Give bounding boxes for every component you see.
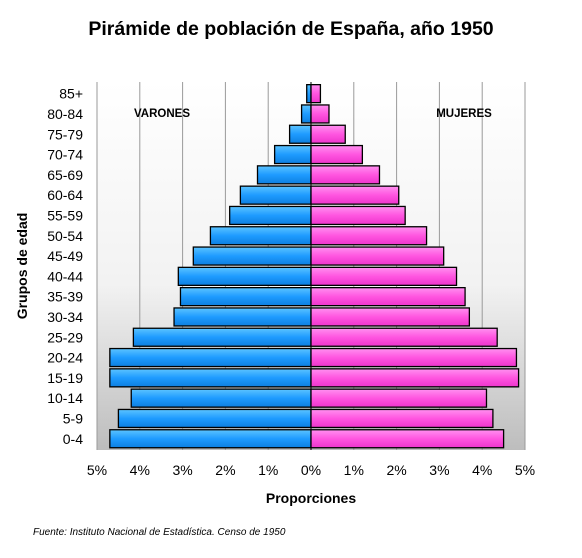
x-tick-labels: 5% 4% 3% 2% 1% 0% 1% 2% 3% 4% 5%: [87, 462, 535, 478]
y-tick-label: 65-69: [47, 167, 83, 183]
legend-label-mujeres: MUJERES: [436, 108, 492, 120]
x-tick-label: 1%: [344, 462, 364, 478]
bar-male-65-69: [256, 165, 312, 185]
bar-male-50-54: [209, 226, 312, 246]
legend-label-varones: VARONES: [134, 108, 190, 120]
y-tick-label: 25-29: [47, 329, 83, 345]
bar-female-70-74: [310, 144, 364, 165]
bar-female-40-44: [310, 266, 458, 287]
bar-female-20-24: [310, 347, 518, 368]
x-tick-label: 2%: [386, 462, 406, 478]
y-tick-label: 85+: [59, 86, 83, 102]
bar-male-20-24: [109, 347, 312, 368]
bar-male-30-34: [173, 307, 312, 327]
x-tick-label: 3%: [429, 462, 449, 478]
x-axis-label: Proporciones: [266, 490, 356, 506]
bar-female-15-19: [310, 368, 520, 388]
bar-male-60-64: [239, 185, 312, 205]
bar-male-5-9: [117, 408, 312, 429]
y-tick-label: 20-24: [47, 350, 83, 366]
bar-male-0-4: [109, 429, 312, 449]
bar-male-45-49: [192, 246, 312, 266]
bar-female-75-79: [310, 124, 346, 144]
bar-female-55-59: [310, 205, 406, 226]
bar-female-25-29: [310, 327, 498, 347]
y-tick-label: 80-84: [47, 106, 83, 122]
bar-female-5-9: [310, 408, 494, 429]
y-tick-labels: 0-4 5-9 10-14 15-19 20-24 25-29 30-34 35-39 40-4…: [47, 86, 83, 447]
x-tick-label: 3%: [172, 462, 192, 478]
bar-female-45-49: [310, 246, 445, 266]
y-tick-label: 70-74: [47, 147, 83, 163]
y-tick-label: 0-4: [63, 431, 83, 447]
x-tick-label: 5%: [87, 462, 107, 478]
y-tick-label: 30-34: [47, 309, 83, 325]
bar-female-85+: [310, 84, 322, 104]
x-tick-label: 4%: [472, 462, 492, 478]
bar-female-0-4: [310, 429, 505, 449]
bar-male-70-74: [273, 144, 312, 165]
bar-female-65-69: [310, 165, 381, 185]
bar-male-10-14: [130, 388, 312, 408]
y-tick-label: 55-59: [47, 207, 83, 223]
x-tick-label: 2%: [215, 462, 235, 478]
source-note: Fuente: Instituto Nacional de Estadístic…: [33, 527, 286, 538]
bar-female-60-64: [310, 185, 400, 205]
bar-male-35-39: [179, 286, 312, 307]
y-tick-label: 10-14: [47, 390, 83, 406]
bar-female-30-34: [310, 307, 471, 327]
bar-male-55-59: [229, 205, 312, 226]
y-tick-label: 15-19: [47, 370, 83, 386]
bar-female-50-54: [310, 226, 428, 246]
bar-male-75-79: [288, 124, 312, 144]
bar-male-40-44: [177, 266, 312, 287]
y-tick-label: 40-44: [47, 268, 83, 284]
x-tick-label: 5%: [515, 462, 535, 478]
y-tick-label: 60-64: [47, 187, 83, 203]
chart-title: Pirámide de población de España, año 195…: [88, 18, 494, 40]
y-tick-label: 75-79: [47, 126, 83, 142]
bar-female-80-84: [310, 104, 330, 124]
bar-male-80-84: [300, 104, 312, 124]
bar-male-25-29: [132, 327, 312, 347]
bar-female-10-14: [310, 388, 488, 408]
y-tick-label: 50-54: [47, 228, 83, 244]
y-tick-label: 5-9: [63, 410, 83, 426]
x-tick-label: 0%: [301, 462, 321, 478]
y-tick-label: 45-49: [47, 248, 83, 264]
x-tick-label: 4%: [130, 462, 150, 478]
x-tick-label: 1%: [258, 462, 278, 478]
bar-female-35-39: [310, 286, 466, 307]
y-tick-label: 35-39: [47, 289, 83, 305]
y-axis-label: Grupos de edad: [14, 213, 30, 320]
bar-male-15-19: [109, 368, 312, 388]
